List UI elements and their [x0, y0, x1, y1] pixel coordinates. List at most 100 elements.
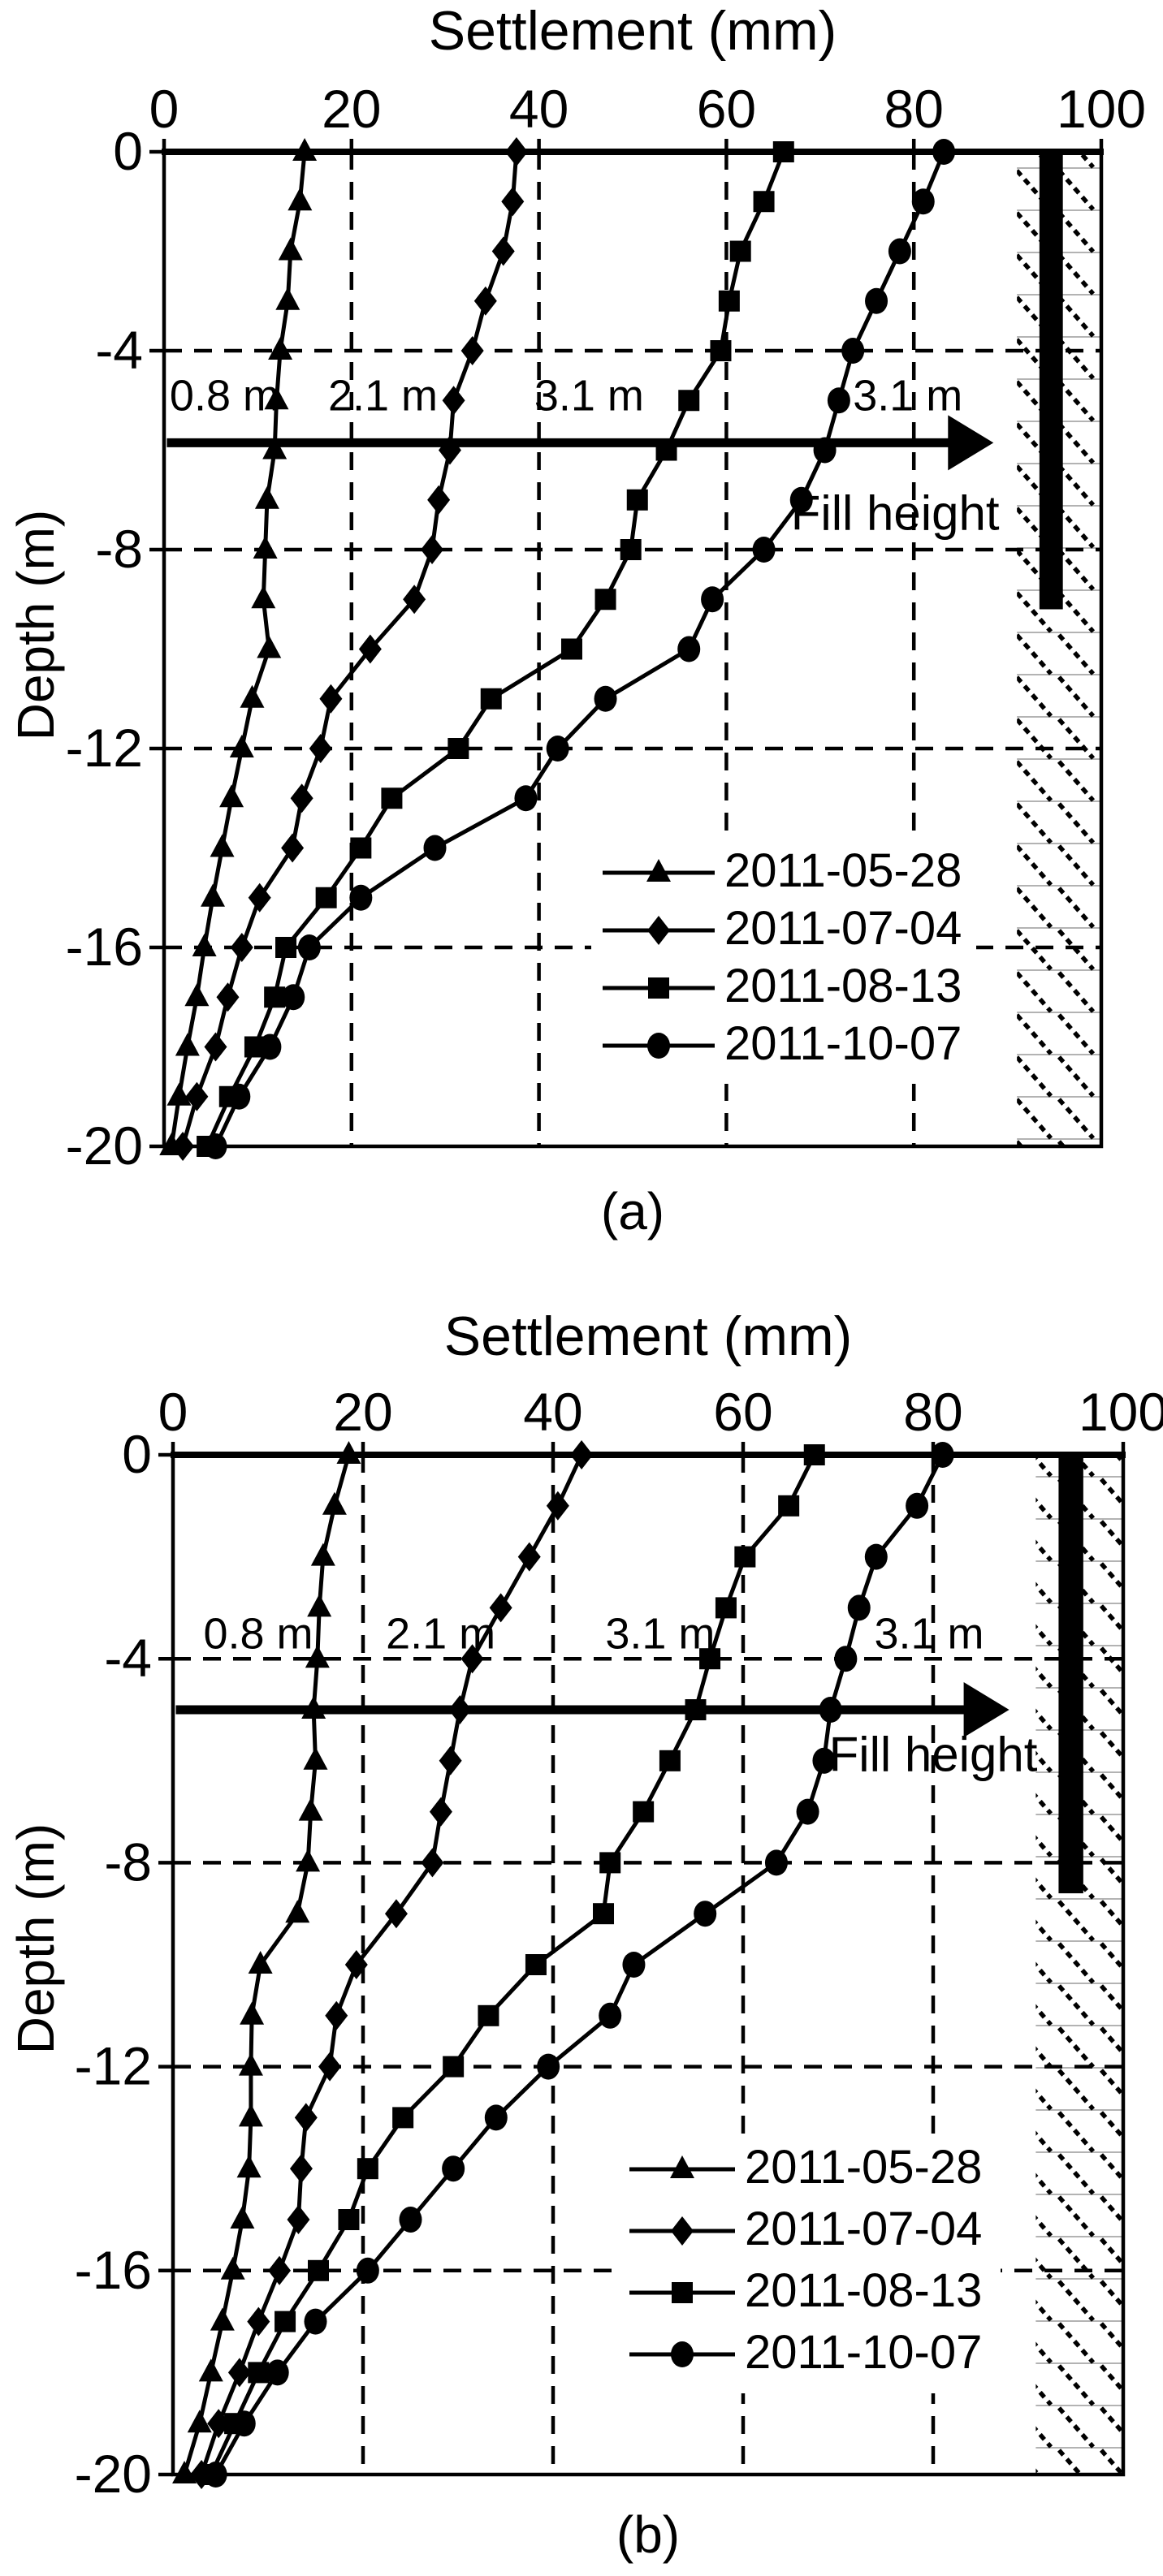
series-marker-triangle	[198, 2358, 223, 2382]
series-marker-circle	[694, 1901, 717, 1927]
chart-b-fill-height-label: Fill height	[829, 1727, 1038, 1781]
chart-b-stage-label-1: 2.1 m	[386, 1610, 495, 1659]
chart-b-y-tick-label-0: 0	[122, 1424, 152, 1484]
series-marker-square	[593, 1903, 615, 1925]
series-marker-square	[275, 937, 297, 958]
series-marker-triangle	[166, 1082, 192, 1106]
chart-b-fill-height-arrowhead	[963, 1682, 1010, 1737]
series-marker-circle	[841, 338, 865, 364]
chart-a-legend-marker-diamond	[647, 916, 670, 945]
chart-b-y-tick-label--16: -16	[75, 2240, 152, 2300]
series-marker-square	[753, 191, 775, 213]
series-marker-triangle	[264, 386, 289, 410]
series-marker-circle	[677, 636, 701, 662]
series-marker-diamond	[248, 882, 271, 913]
series-marker-triangle	[253, 536, 278, 559]
series-marker-diamond	[294, 2103, 318, 2133]
chart-b-x-tick-label-20: 20	[333, 1382, 392, 1442]
series-marker-circle	[484, 2104, 508, 2131]
series-marker-circle	[442, 2155, 465, 2182]
chart-b-x-tick-label-0: 0	[158, 1382, 188, 1442]
series-marker-circle	[864, 1543, 888, 1570]
series-marker-triangle	[275, 287, 300, 310]
series-marker-diamond	[325, 2000, 348, 2030]
series-marker-square	[525, 1954, 547, 1975]
chart-b-legend-marker-circle	[671, 2341, 694, 2367]
chart-a-y-axis-label: Depth (m)	[6, 509, 65, 741]
series-marker-triangle	[268, 337, 293, 360]
series-marker-circle	[304, 2308, 327, 2335]
series-marker-triangle	[201, 883, 226, 907]
chart-b-legend-label-3: 2011-10-07	[745, 2326, 982, 2379]
series-marker-circle	[827, 387, 850, 414]
series-marker-diamond	[185, 1081, 209, 1111]
chart-a-fill-height-label: Fill height	[791, 486, 1000, 541]
series-marker-diamond	[546, 1491, 569, 1521]
series-marker-diamond	[290, 783, 313, 813]
series-marker-circle	[622, 1952, 646, 1978]
chart-b-legend-label-2: 2011-08-13	[745, 2264, 982, 2317]
series-marker-square	[699, 1648, 721, 1670]
series-marker-diamond	[268, 2255, 292, 2285]
chart-b-y-axis-label: Depth (m)	[6, 1823, 65, 2055]
series-marker-triangle	[322, 1491, 347, 1515]
chart-b-legend-label-1: 2011-07-04	[745, 2203, 982, 2255]
series-marker-square	[718, 290, 740, 312]
series-marker-square	[715, 1597, 737, 1619]
series-marker-diamond	[403, 585, 426, 615]
series-marker-diamond	[427, 485, 451, 515]
series-marker-diamond	[421, 1848, 444, 1878]
series-marker-diamond	[289, 2154, 313, 2184]
series-marker-square	[480, 688, 502, 710]
series-marker-diamond	[227, 2358, 251, 2388]
series-marker-triangle	[254, 485, 279, 509]
series-marker-diamond	[429, 1797, 452, 1827]
series-marker-circle	[834, 1646, 858, 1672]
chart-a-stage-label-3: 3.1 m	[853, 372, 962, 421]
series-marker-square	[381, 787, 403, 809]
series-marker-diamond	[344, 1950, 368, 1979]
chart-a-fill-height-arrowhead	[948, 415, 994, 471]
series-marker-circle	[514, 785, 538, 812]
series-marker-square	[315, 887, 337, 908]
chart-a-legend-label-3: 2011-10-07	[724, 1017, 962, 1070]
series-marker-diamond	[247, 2306, 270, 2337]
chart-a-x-tick-label-100: 100	[1057, 79, 1146, 139]
series-marker-triangle	[285, 1900, 310, 1923]
series-marker-square	[248, 2362, 270, 2384]
series-marker-circle	[232, 2410, 256, 2437]
chart-b-stage-label-2: 3.1 m	[605, 1610, 715, 1659]
series-marker-triangle	[210, 834, 235, 857]
series-marker-square	[443, 2056, 465, 2078]
series-marker-circle	[349, 884, 373, 911]
chart-a-stage-label-2: 3.1 m	[534, 372, 644, 421]
series-marker-square	[599, 1852, 621, 1874]
chart-a-caption: (a)	[600, 1182, 665, 1241]
series-marker-diamond	[491, 236, 515, 266]
series-marker-circle	[796, 1798, 819, 1825]
chart-b-x-tick-label-100: 100	[1079, 1382, 1163, 1442]
chart-b-y-tick-label--8: -8	[104, 1832, 152, 1892]
series-marker-square	[447, 738, 469, 759]
series-marker-triangle	[230, 2206, 255, 2229]
series-marker-square	[478, 2004, 499, 2026]
chart-a-wall-bar	[1039, 152, 1063, 610]
series-marker-triangle	[262, 436, 288, 460]
series-marker-triangle	[219, 784, 244, 808]
chart-a-y-tick-label--12: -12	[66, 718, 143, 778]
series-marker-square	[275, 2311, 296, 2332]
series-marker-square	[620, 539, 642, 560]
series-marker-triangle	[251, 585, 276, 609]
chart-b-legend-marker-diamond	[671, 2216, 694, 2246]
series-marker-circle	[701, 586, 724, 613]
chart-b-y-tick-label--12: -12	[75, 2036, 152, 2096]
series-marker-circle	[423, 835, 447, 861]
series-marker-triangle	[305, 1645, 330, 1668]
series-marker-square	[264, 986, 286, 1008]
series-marker-triangle	[307, 1594, 332, 1617]
series-marker-triangle	[240, 684, 265, 708]
series-marker-circle	[865, 287, 888, 314]
chart-a-legend-marker-circle	[647, 1033, 670, 1059]
series-marker-triangle	[192, 934, 217, 956]
